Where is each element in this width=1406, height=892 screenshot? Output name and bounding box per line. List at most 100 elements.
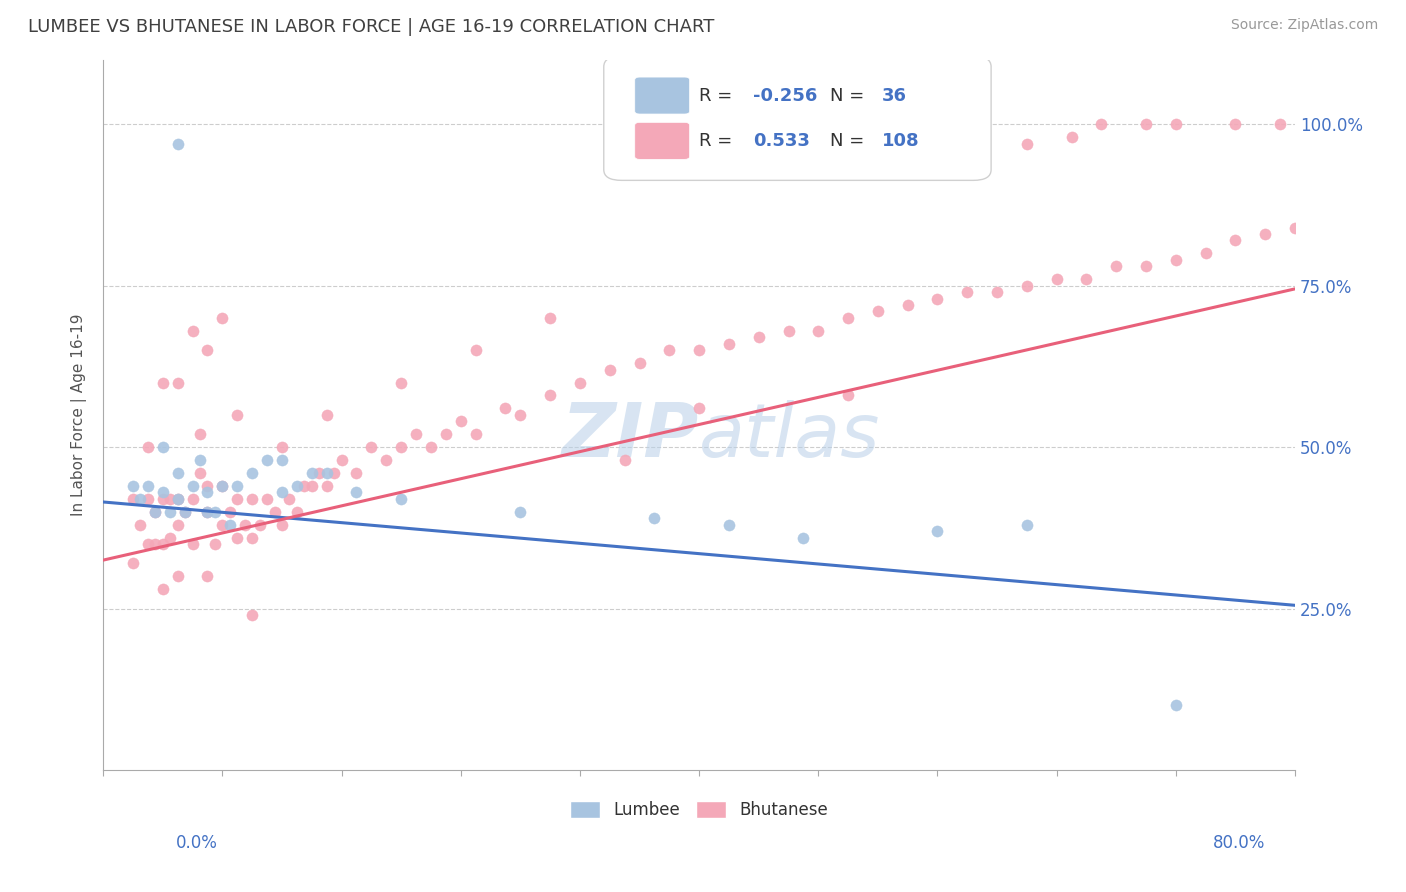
Point <box>152 491 174 506</box>
Y-axis label: In Labor Force | Age 16-19: In Labor Force | Age 16-19 <box>72 314 87 516</box>
Point <box>1015 136 1038 151</box>
Point <box>688 401 710 416</box>
Point <box>129 491 152 506</box>
Point <box>1135 259 1157 273</box>
Point <box>464 427 486 442</box>
Point <box>301 466 323 480</box>
Point <box>792 531 814 545</box>
Point <box>375 453 398 467</box>
Point <box>1254 227 1277 241</box>
Point <box>271 485 294 500</box>
Point <box>538 388 561 402</box>
Point <box>360 440 382 454</box>
Point <box>136 491 159 506</box>
Point <box>599 362 621 376</box>
Point <box>1135 117 1157 131</box>
Point <box>271 453 294 467</box>
Point <box>226 491 249 506</box>
Point <box>204 505 226 519</box>
Point <box>285 479 308 493</box>
Point <box>166 491 188 506</box>
Point <box>389 491 412 506</box>
Point <box>271 517 294 532</box>
Point <box>188 427 211 442</box>
Point <box>1225 117 1247 131</box>
Point <box>538 310 561 325</box>
Point <box>494 401 516 416</box>
Point <box>240 607 263 622</box>
Text: atlas: atlas <box>699 401 880 472</box>
FancyBboxPatch shape <box>634 77 689 114</box>
Point <box>204 537 226 551</box>
Point <box>166 466 188 480</box>
Point <box>249 517 271 532</box>
Point <box>159 491 181 506</box>
Point <box>464 343 486 358</box>
Point <box>1194 246 1216 260</box>
Point <box>658 343 681 358</box>
Point <box>389 440 412 454</box>
Point <box>292 479 315 493</box>
Point <box>136 479 159 493</box>
Point <box>1268 117 1291 131</box>
Point <box>166 136 188 151</box>
Point <box>1076 272 1098 286</box>
Point <box>315 479 337 493</box>
Point <box>1060 130 1083 145</box>
Point <box>643 511 665 525</box>
Point <box>308 466 330 480</box>
Point <box>956 285 979 299</box>
Point <box>143 505 166 519</box>
Point <box>315 466 337 480</box>
Point <box>143 505 166 519</box>
Point <box>389 376 412 390</box>
Point <box>927 292 949 306</box>
Point <box>256 453 278 467</box>
Point <box>152 376 174 390</box>
Point <box>1164 698 1187 713</box>
Point <box>1015 517 1038 532</box>
Point <box>278 491 301 506</box>
Text: Source: ZipAtlas.com: Source: ZipAtlas.com <box>1230 18 1378 32</box>
Point <box>778 324 800 338</box>
Point <box>420 440 443 454</box>
Point <box>166 517 188 532</box>
FancyBboxPatch shape <box>603 56 991 180</box>
Point <box>748 330 770 344</box>
Point <box>188 453 211 467</box>
Point <box>434 427 457 442</box>
Text: -0.256: -0.256 <box>752 87 817 104</box>
Point <box>122 491 145 506</box>
Point <box>346 485 368 500</box>
Point <box>509 505 531 519</box>
Point <box>240 531 263 545</box>
Point <box>197 505 219 519</box>
Point <box>197 485 219 500</box>
Point <box>1164 252 1187 267</box>
Text: 80.0%: 80.0% <box>1213 834 1265 852</box>
Point <box>837 388 859 402</box>
Point <box>152 485 174 500</box>
Point <box>197 505 219 519</box>
Point <box>837 310 859 325</box>
Point <box>211 517 233 532</box>
Point <box>405 427 427 442</box>
Point <box>152 582 174 597</box>
Point <box>240 466 263 480</box>
Point <box>166 491 188 506</box>
Point <box>197 343 219 358</box>
Point <box>122 557 145 571</box>
Point <box>1105 259 1128 273</box>
Point <box>197 479 219 493</box>
Point <box>159 531 181 545</box>
Point <box>122 479 145 493</box>
Point <box>927 524 949 538</box>
Point <box>226 408 249 422</box>
Point <box>211 310 233 325</box>
Point <box>181 324 204 338</box>
Point <box>181 479 204 493</box>
Point <box>897 298 920 312</box>
Point <box>174 505 197 519</box>
Point <box>256 491 278 506</box>
Point <box>271 440 294 454</box>
